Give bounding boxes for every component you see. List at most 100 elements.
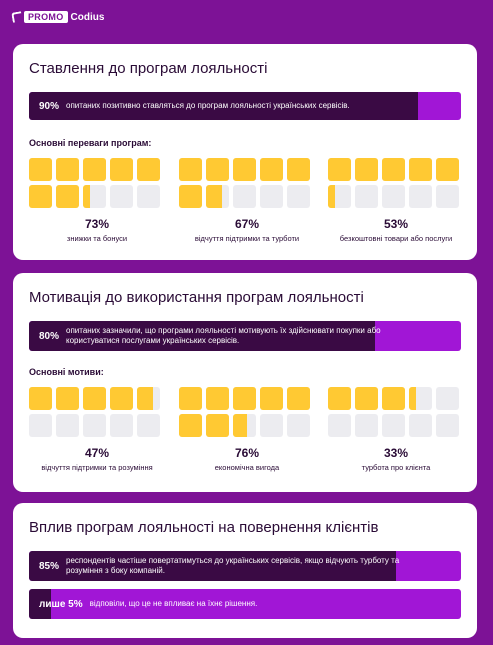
percent-square: [29, 414, 52, 437]
group-label: відчуття підтримки та розуміння: [41, 463, 153, 472]
percent-square: [260, 185, 283, 208]
percent-square: [83, 158, 106, 181]
group-percent: 67%: [234, 217, 260, 231]
percent-square: [110, 387, 133, 410]
percent-square: [29, 185, 52, 208]
percent-square-fill: [83, 185, 90, 208]
stat-percent: лише 5%: [39, 598, 83, 610]
percent-grid: [179, 387, 315, 437]
percent-square: [179, 414, 202, 437]
percent-square-fill: [328, 185, 335, 208]
percent-square-fill: [328, 158, 351, 181]
percent-square: [409, 414, 432, 437]
percent-square-fill: [355, 158, 378, 181]
percent-square: [206, 414, 229, 437]
benefit-group-discounts: 73% знижки та бонуси: [29, 158, 165, 243]
percent-square: [436, 414, 459, 437]
percent-square-fill: [29, 387, 52, 410]
percent-square: [233, 158, 256, 181]
percent-square-fill: [233, 414, 247, 437]
percent-square-fill: [137, 387, 154, 410]
percent-square: [206, 387, 229, 410]
section-title: Мотивація до використання програм лояльн…: [29, 289, 364, 306]
percent-square: [83, 387, 106, 410]
percent-square: [110, 185, 133, 208]
percent-square: [179, 387, 202, 410]
percent-square-fill: [382, 387, 405, 410]
percent-square: [260, 158, 283, 181]
percent-square: [355, 387, 378, 410]
percent-square-fill: [260, 387, 283, 410]
percent-square-fill: [110, 387, 133, 410]
section-title: Ставлення до програм лояльності: [29, 60, 268, 77]
percent-square: [287, 185, 310, 208]
percent-square: [179, 158, 202, 181]
percent-square: [83, 185, 106, 208]
percent-square-fill: [179, 185, 202, 208]
percent-square: [137, 185, 160, 208]
percent-square: [29, 387, 52, 410]
group-label: економічна вигода: [214, 463, 280, 472]
percent-square: [355, 185, 378, 208]
percent-square-fill: [29, 158, 52, 181]
stat-text: відповіли, що це не впливає на їхнє ріше…: [89, 599, 258, 608]
percent-square-fill: [56, 185, 79, 208]
percent-square: [355, 414, 378, 437]
stat-fill: [29, 321, 375, 351]
percent-square: [206, 158, 229, 181]
percent-square: [83, 414, 106, 437]
percent-square-fill: [355, 387, 378, 410]
percent-square-fill: [179, 414, 202, 437]
percent-square-fill: [179, 158, 202, 181]
percent-square-fill: [382, 158, 405, 181]
percent-square: [179, 185, 202, 208]
percent-square-fill: [206, 158, 229, 181]
percent-square: [287, 158, 310, 181]
percent-square-fill: [179, 387, 202, 410]
percent-square-fill: [328, 387, 351, 410]
logo-brand-text: Codius: [70, 11, 105, 23]
percent-square: [409, 185, 432, 208]
percent-grid: [29, 158, 165, 208]
percent-square: [436, 158, 459, 181]
percent-square: [409, 387, 432, 410]
percent-square: [233, 387, 256, 410]
percent-square: [56, 158, 79, 181]
logo-mark-icon: [11, 11, 23, 23]
percent-square: [287, 387, 310, 410]
percent-square-fill: [206, 414, 229, 437]
percent-grid: [328, 158, 464, 208]
percent-square: [29, 158, 52, 181]
percent-square-fill: [233, 158, 256, 181]
group-label: турбота про клієнта: [361, 463, 431, 472]
stat-bar: 90% опитаних позитивно ставляться до про…: [29, 92, 461, 120]
percent-square: [382, 414, 405, 437]
percent-grid: [179, 158, 315, 208]
percent-square-fill: [287, 158, 310, 181]
percent-square-fill: [206, 185, 223, 208]
group-percent: 76%: [234, 446, 260, 460]
percent-square-fill: [83, 158, 106, 181]
benefit-group-support: 67% відчуття підтримки та турботи: [179, 158, 315, 243]
group-label: відчуття підтримки та турботи: [194, 234, 300, 243]
percent-square: [206, 185, 229, 208]
stat-fill: [29, 551, 397, 581]
percent-square: [382, 185, 405, 208]
percent-square-fill: [56, 158, 79, 181]
motivation-card: Мотивація до використання програм лояльн…: [13, 273, 477, 492]
percent-square: [287, 414, 310, 437]
group-percent: 47%: [84, 446, 110, 460]
percent-square-fill: [409, 158, 432, 181]
percent-square: [137, 158, 160, 181]
percent-square: [56, 387, 79, 410]
group-percent: 33%: [383, 446, 409, 460]
percent-square: [328, 414, 351, 437]
percent-square: [137, 387, 160, 410]
percent-square: [233, 185, 256, 208]
benefit-group-free-goods: 53% безкоштовні товари або послуги: [328, 158, 464, 243]
stat-text: опитаних позитивно ставляться до програм…: [66, 101, 350, 110]
percent-square-fill: [83, 387, 106, 410]
group-label: знижки та бонуси: [66, 234, 128, 243]
percent-square: [355, 158, 378, 181]
percent-square-fill: [260, 158, 283, 181]
